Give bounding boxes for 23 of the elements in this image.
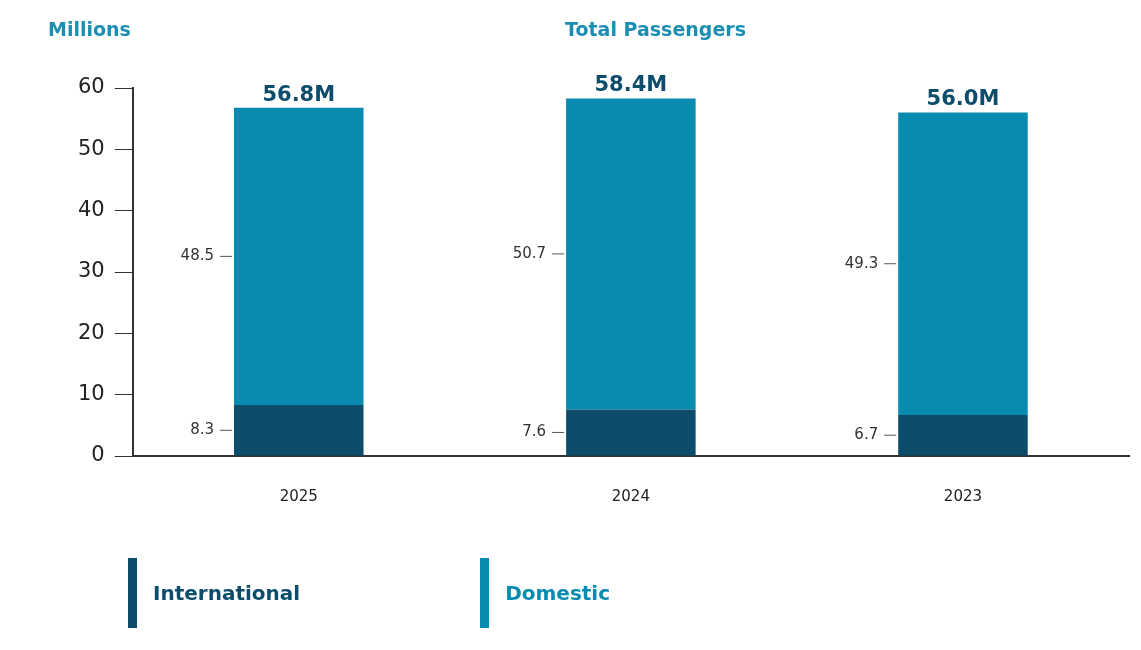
y-tick-label: 30 xyxy=(77,258,105,283)
chart-title: Total Passengers xyxy=(565,18,746,40)
x-tick-label: 2025 xyxy=(279,486,318,505)
data-label: 8.3 xyxy=(190,420,215,439)
y-tick-label: 20 xyxy=(77,319,105,344)
data-label: 48.5 xyxy=(180,246,215,265)
x-tick-label: 2023 xyxy=(943,486,983,505)
y-tick-label: 0 xyxy=(91,442,105,467)
data-label: 50.7 xyxy=(512,243,547,262)
y-tick-label: 60 xyxy=(77,74,105,99)
data-label: 7.6 xyxy=(522,422,547,441)
total-label: 56.0M xyxy=(926,86,1000,111)
text: Domestic xyxy=(505,581,611,605)
total-label: 58.4M xyxy=(594,72,668,97)
data-label: 49.3 xyxy=(844,253,879,272)
total-label: 56.8M xyxy=(262,81,336,106)
data-label: 6.7 xyxy=(854,425,879,444)
text: International xyxy=(153,581,301,605)
y-tick-label: 40 xyxy=(77,197,105,222)
y-axis-title: Millions xyxy=(48,18,131,40)
y-tick-label: 50 xyxy=(77,135,105,160)
y-tick-label: 10 xyxy=(77,381,105,406)
x-tick-label: 2024 xyxy=(611,486,650,505)
